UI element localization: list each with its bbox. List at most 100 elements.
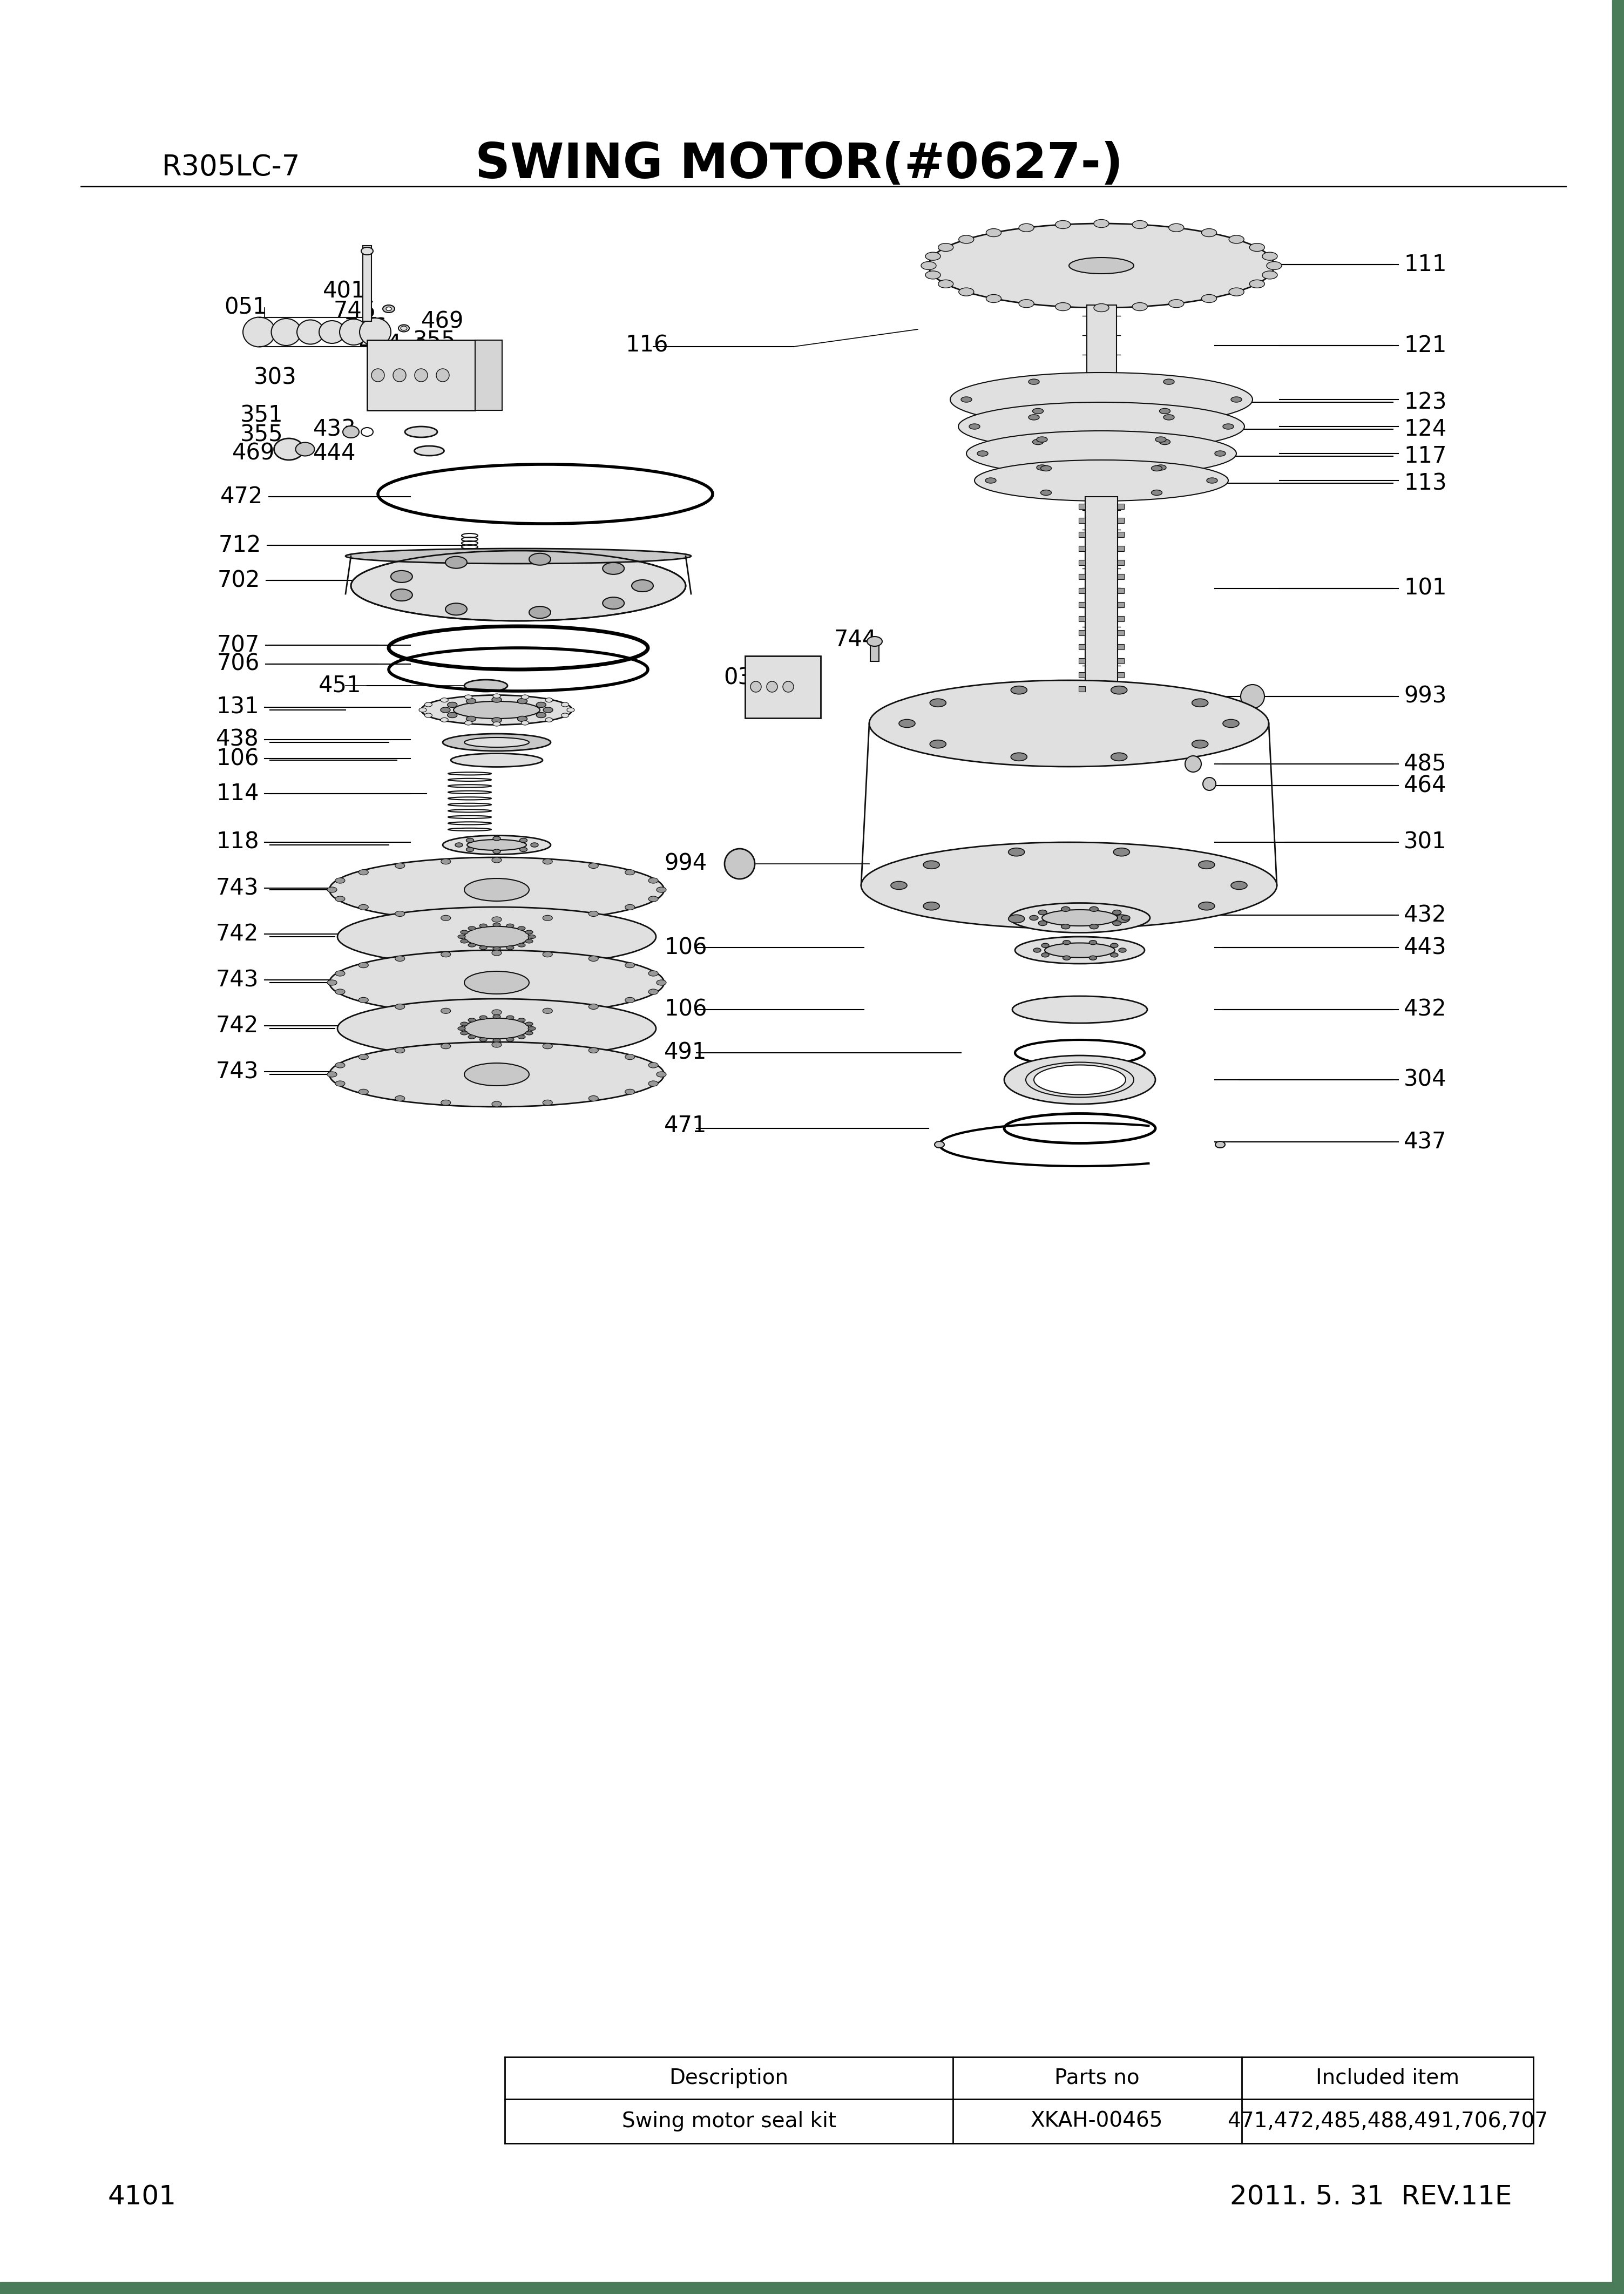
- Ellipse shape: [546, 718, 552, 723]
- Ellipse shape: [625, 904, 635, 911]
- Text: 116: 116: [625, 335, 667, 358]
- Text: 742: 742: [216, 922, 258, 945]
- Text: 401: 401: [323, 280, 365, 303]
- Ellipse shape: [1030, 915, 1038, 920]
- Text: 742: 742: [216, 1014, 258, 1037]
- Ellipse shape: [479, 1037, 487, 1041]
- Ellipse shape: [359, 319, 391, 346]
- Ellipse shape: [986, 294, 1002, 303]
- Text: 101: 101: [1403, 578, 1447, 599]
- Ellipse shape: [525, 931, 533, 934]
- Ellipse shape: [343, 427, 359, 438]
- Ellipse shape: [424, 713, 432, 718]
- Ellipse shape: [625, 869, 635, 874]
- Ellipse shape: [442, 1099, 451, 1106]
- Ellipse shape: [338, 998, 656, 1058]
- Ellipse shape: [464, 927, 529, 947]
- Ellipse shape: [274, 438, 304, 461]
- Ellipse shape: [297, 319, 323, 344]
- Ellipse shape: [542, 952, 552, 957]
- Ellipse shape: [648, 989, 658, 996]
- Ellipse shape: [507, 945, 513, 950]
- Ellipse shape: [494, 849, 500, 853]
- Ellipse shape: [1111, 752, 1127, 762]
- Ellipse shape: [1062, 924, 1070, 929]
- Bar: [1117, 574, 1124, 580]
- Ellipse shape: [588, 957, 598, 961]
- Text: 464: 464: [359, 333, 403, 356]
- Ellipse shape: [1009, 915, 1025, 922]
- Text: 114: 114: [216, 782, 258, 805]
- Text: 994: 994: [664, 853, 706, 876]
- Bar: [1117, 672, 1124, 677]
- Ellipse shape: [1163, 415, 1174, 420]
- Ellipse shape: [1041, 943, 1049, 947]
- Ellipse shape: [507, 1016, 513, 1019]
- Ellipse shape: [440, 718, 448, 723]
- Ellipse shape: [468, 840, 526, 851]
- Text: R305LC-7: R305LC-7: [162, 154, 300, 181]
- Ellipse shape: [448, 702, 456, 707]
- Ellipse shape: [1033, 947, 1041, 952]
- Ellipse shape: [926, 252, 940, 259]
- Ellipse shape: [542, 1099, 552, 1106]
- Ellipse shape: [921, 262, 935, 271]
- Ellipse shape: [518, 943, 525, 947]
- Ellipse shape: [479, 945, 487, 950]
- Text: 485: 485: [1403, 752, 1447, 775]
- Ellipse shape: [1010, 904, 1150, 934]
- Ellipse shape: [494, 693, 500, 697]
- Ellipse shape: [926, 271, 940, 280]
- Ellipse shape: [861, 842, 1276, 929]
- Ellipse shape: [359, 998, 369, 1002]
- Ellipse shape: [529, 606, 551, 619]
- Ellipse shape: [1090, 924, 1098, 929]
- Text: 355: 355: [412, 330, 456, 353]
- Ellipse shape: [458, 1028, 466, 1030]
- Ellipse shape: [656, 888, 666, 892]
- Circle shape: [437, 369, 450, 381]
- Ellipse shape: [625, 963, 635, 968]
- Ellipse shape: [588, 1097, 598, 1101]
- Ellipse shape: [1036, 466, 1047, 470]
- Ellipse shape: [442, 952, 451, 957]
- Ellipse shape: [518, 697, 528, 704]
- Ellipse shape: [1004, 1055, 1155, 1103]
- Ellipse shape: [395, 911, 404, 918]
- Ellipse shape: [479, 1016, 487, 1019]
- Ellipse shape: [335, 879, 344, 883]
- Ellipse shape: [335, 1062, 344, 1069]
- Ellipse shape: [542, 915, 552, 920]
- Text: 052: 052: [419, 358, 461, 381]
- Bar: [1117, 617, 1124, 622]
- Text: 051: 051: [224, 296, 266, 319]
- Ellipse shape: [1056, 220, 1070, 229]
- Text: 472: 472: [221, 486, 263, 507]
- Ellipse shape: [391, 590, 412, 601]
- Ellipse shape: [395, 1097, 404, 1101]
- Ellipse shape: [443, 734, 551, 750]
- Ellipse shape: [1090, 957, 1096, 961]
- Ellipse shape: [518, 716, 528, 723]
- Ellipse shape: [931, 700, 947, 707]
- Ellipse shape: [542, 1044, 552, 1048]
- Bar: [1117, 560, 1124, 564]
- Text: 432: 432: [1403, 998, 1447, 1021]
- Ellipse shape: [1095, 220, 1109, 227]
- Text: 118: 118: [216, 830, 258, 853]
- Ellipse shape: [383, 305, 395, 312]
- Ellipse shape: [1041, 491, 1051, 496]
- Text: 111: 111: [1403, 252, 1447, 275]
- Ellipse shape: [648, 1062, 658, 1069]
- Ellipse shape: [648, 879, 658, 883]
- Text: 702: 702: [218, 569, 260, 592]
- Ellipse shape: [1169, 301, 1184, 307]
- Ellipse shape: [346, 548, 692, 564]
- Ellipse shape: [359, 904, 369, 911]
- Ellipse shape: [1044, 943, 1116, 957]
- Ellipse shape: [464, 879, 529, 902]
- Bar: [1078, 658, 1085, 663]
- Ellipse shape: [562, 702, 568, 707]
- Ellipse shape: [445, 603, 468, 615]
- Ellipse shape: [1192, 741, 1208, 748]
